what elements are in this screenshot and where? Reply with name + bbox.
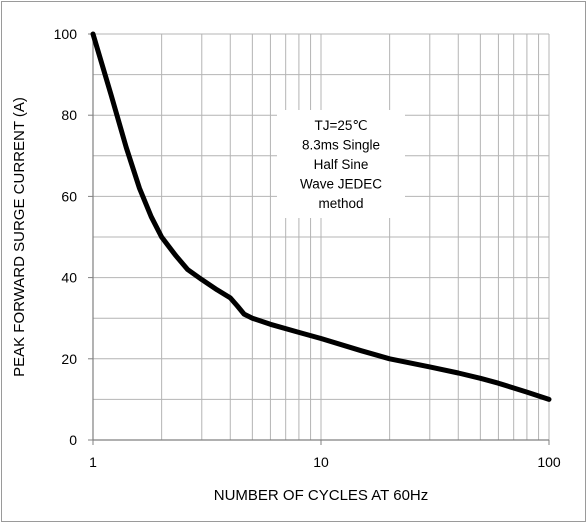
x-tick-label: 10 xyxy=(313,454,329,470)
annotation-line: TJ=25℃ xyxy=(314,118,367,133)
x-axis-title: NUMBER OF CYCLES AT 60Hz xyxy=(214,487,429,504)
y-tick-label: 20 xyxy=(61,351,77,367)
y-tick-label: 100 xyxy=(54,26,78,42)
annotation-line: 8.3ms Single xyxy=(302,138,380,153)
annotation-line: method xyxy=(318,196,363,211)
y-axis-title: PEAK FORWARD SURGE CURRENT (A) xyxy=(11,97,28,377)
x-tick-label: 1 xyxy=(89,454,97,470)
y-tick-label: 40 xyxy=(61,270,77,286)
y-tick-label: 60 xyxy=(61,188,77,204)
annotation-line: Wave JEDEC xyxy=(300,177,382,192)
annotation-line: Half Sine xyxy=(314,157,369,172)
annotation-box xyxy=(277,110,405,218)
tick-labels: 0 20 40 60 80 100 1 10 100 xyxy=(54,26,561,470)
annotation: TJ=25℃ 8.3ms Single Half Sine Wave JEDEC met… xyxy=(300,118,382,211)
y-tick-label: 80 xyxy=(61,107,77,123)
y-tick-label: 0 xyxy=(69,432,77,448)
x-tick-label: 100 xyxy=(537,454,561,470)
series-line xyxy=(90,31,552,402)
